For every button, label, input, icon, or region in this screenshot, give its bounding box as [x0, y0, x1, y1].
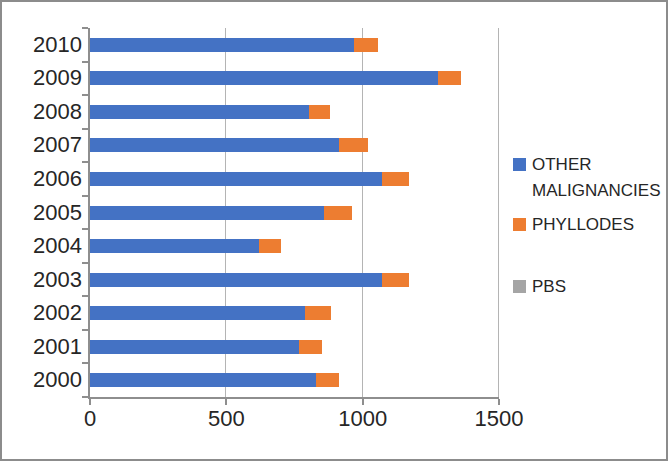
- legend-marker-icon: [513, 218, 526, 231]
- x-axis-label: 0: [45, 406, 135, 432]
- y-axis-label: 2003: [2, 267, 82, 293]
- bar-segment-phyllodes: [438, 71, 461, 85]
- y-axis-tick: [82, 94, 88, 96]
- bar-row: [90, 239, 499, 253]
- bar-row: [90, 373, 499, 387]
- x-axis-tick: [89, 399, 91, 405]
- legend-label: PHYLLODES: [532, 212, 668, 238]
- y-axis-label: 2008: [2, 99, 82, 125]
- y-axis-label: 2000: [2, 367, 82, 393]
- bar-row: [90, 273, 499, 287]
- y-axis-label: 2010: [2, 32, 82, 58]
- y-axis-label: 2001: [2, 334, 82, 360]
- bar-segment-other-malignancies: [90, 373, 316, 387]
- x-axis-tick: [362, 399, 364, 405]
- bar-row: [90, 138, 499, 152]
- y-axis-tick: [82, 195, 88, 197]
- y-axis-tick: [82, 228, 88, 230]
- bar-segment-phyllodes: [309, 105, 329, 119]
- bar-segment-other-malignancies: [90, 172, 382, 186]
- x-axis-line: [88, 397, 499, 399]
- x-axis-label: 1500: [454, 406, 544, 432]
- bar-segment-other-malignancies: [90, 71, 438, 85]
- y-axis-tick: [82, 61, 88, 63]
- bar-segment-phyllodes: [324, 206, 351, 220]
- bar-segment-phyllodes: [354, 38, 377, 52]
- y-axis-label: 2002: [2, 300, 82, 326]
- legend: OTHER MALIGNANCIES PHYLLODES PBS: [511, 152, 668, 312]
- bar-segment-other-malignancies: [90, 273, 382, 287]
- y-axis-label: 2009: [2, 65, 82, 91]
- x-axis-tick: [498, 399, 500, 405]
- legend-item: PHYLLODES: [511, 212, 668, 238]
- y-axis-label: 2005: [2, 200, 82, 226]
- bar-segment-phyllodes: [305, 306, 331, 320]
- x-axis-label: 500: [181, 406, 271, 432]
- y-axis-label: 2004: [2, 233, 82, 259]
- bar-row: [90, 172, 499, 186]
- bar-segment-other-malignancies: [90, 138, 339, 152]
- legend-item: PBS: [511, 274, 668, 300]
- legend-label: OTHER MALIGNANCIES: [532, 152, 668, 204]
- y-axis-tick: [82, 262, 88, 264]
- y-axis-tick: [82, 329, 88, 331]
- bar-row: [90, 105, 499, 119]
- chart-container: 2010 2009 2008 2007 2006 2005 2004 2003 2002 2001…: [0, 0, 668, 461]
- bar-segment-other-malignancies: [90, 239, 259, 253]
- bar-segment-other-malignancies: [90, 38, 354, 52]
- bar-row: [90, 340, 499, 354]
- plot-area: [90, 28, 499, 397]
- y-axis-tick: [82, 128, 88, 130]
- legend-item: OTHER MALIGNANCIES: [511, 152, 668, 204]
- y-axis-tick: [82, 161, 88, 163]
- y-axis-tick: [82, 362, 88, 364]
- bar-segment-phyllodes: [339, 138, 368, 152]
- legend-label: PBS: [532, 274, 668, 300]
- y-axis-tick: [82, 396, 88, 398]
- bar-segment-phyllodes: [299, 340, 322, 354]
- legend-marker-icon: [513, 280, 526, 293]
- y-axis-label: 2006: [2, 166, 82, 192]
- x-axis-label: 1000: [318, 406, 408, 432]
- bar-segment-other-malignancies: [90, 340, 299, 354]
- bar-segment-phyllodes: [316, 373, 339, 387]
- bar-row: [90, 38, 499, 52]
- bar-row: [90, 306, 499, 320]
- bar-segment-other-malignancies: [90, 306, 305, 320]
- legend-marker-icon: [513, 158, 526, 171]
- y-axis-tick: [82, 295, 88, 297]
- bar-segment-phyllodes: [382, 273, 409, 287]
- bar-segment-phyllodes: [382, 172, 409, 186]
- y-axis-label: 2007: [2, 132, 82, 158]
- y-axis-tick: [82, 27, 88, 29]
- bar-row: [90, 206, 499, 220]
- bar-row: [90, 71, 499, 85]
- x-axis-tick: [225, 399, 227, 405]
- bar-segment-other-malignancies: [90, 105, 309, 119]
- bar-segment-phyllodes: [259, 239, 281, 253]
- bar-segment-other-malignancies: [90, 206, 324, 220]
